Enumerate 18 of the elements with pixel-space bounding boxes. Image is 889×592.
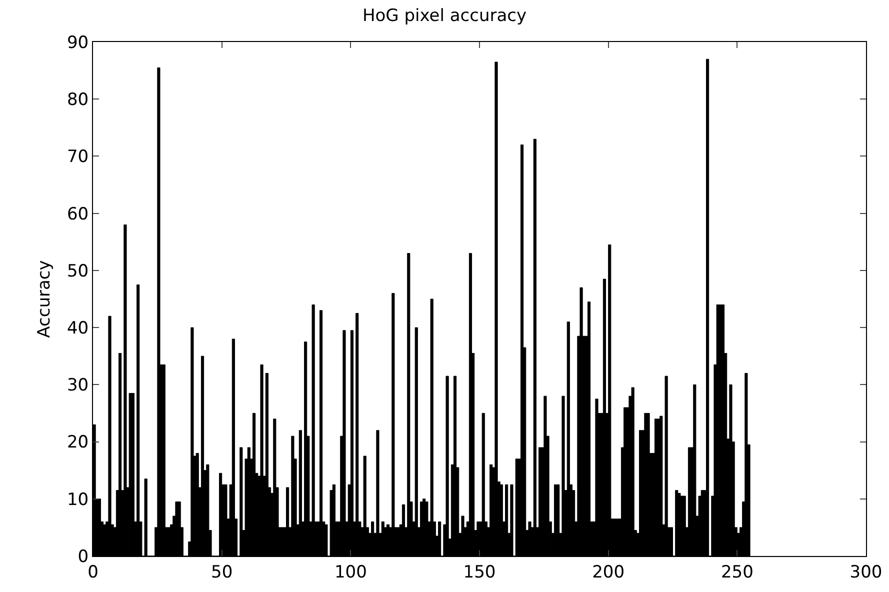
y-axis-title: Accuracy xyxy=(34,260,55,338)
y-tick-label: 30 xyxy=(66,376,89,396)
y-tick-label: 80 xyxy=(66,90,89,110)
x-tick-label: 250 xyxy=(720,562,754,582)
x-tick-label: 50 xyxy=(211,562,233,582)
x-tick-label: 200 xyxy=(592,562,625,582)
y-tick-label: 40 xyxy=(66,318,89,339)
y-tick-label: 10 xyxy=(66,490,89,510)
y-tick-label: 50 xyxy=(66,261,89,282)
y-tick-label: 20 xyxy=(66,432,89,453)
y-tick-label: 90 xyxy=(66,32,89,53)
chart-title: HoG pixel accuracy xyxy=(362,6,527,26)
x-tick-label: 100 xyxy=(334,562,367,582)
y-tick-label: 60 xyxy=(66,204,89,224)
y-tick-label: 70 xyxy=(66,147,89,168)
y-tick-label: 0 xyxy=(78,546,89,567)
x-tick-label: 300 xyxy=(850,562,882,582)
x-tick-label: 150 xyxy=(463,562,496,582)
